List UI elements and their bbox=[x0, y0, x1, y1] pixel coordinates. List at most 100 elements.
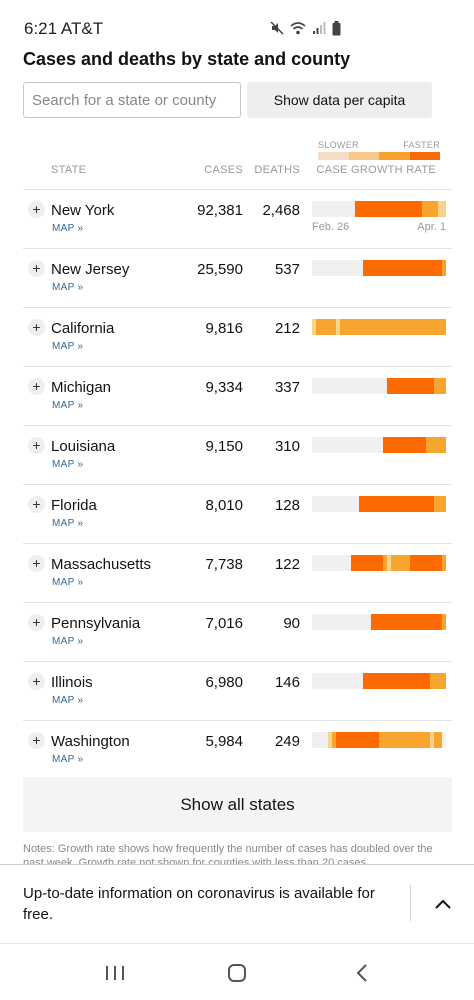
map-link[interactable]: MAP » bbox=[52, 754, 84, 765]
state-name[interactable]: New Jersey bbox=[51, 261, 130, 278]
growth-segment bbox=[441, 555, 446, 571]
growth-segment bbox=[438, 201, 442, 217]
expand-plus-icon[interactable]: + bbox=[28, 614, 45, 631]
table-row[interactable]: + New Jersey MAP » 25,590 537 bbox=[23, 249, 452, 308]
map-link[interactable]: MAP » bbox=[52, 282, 84, 293]
growth-segment bbox=[430, 496, 435, 512]
expand-plus-icon[interactable]: + bbox=[28, 260, 45, 277]
growth-segment bbox=[331, 319, 336, 335]
state-name[interactable]: Massachusetts bbox=[51, 556, 152, 573]
expand-plus-icon[interactable]: + bbox=[28, 437, 45, 454]
table-row[interactable]: + Michigan MAP » 9,334 337 bbox=[23, 367, 452, 426]
cases-value: 6,980 bbox=[205, 674, 243, 691]
state-name[interactable]: Florida bbox=[51, 497, 97, 514]
growth-segment bbox=[347, 260, 352, 276]
growth-segment bbox=[414, 260, 419, 276]
growth-segment bbox=[398, 319, 403, 335]
back-icon bbox=[356, 964, 367, 982]
table-row[interactable]: + Florida MAP » 8,010 128 bbox=[23, 485, 452, 544]
recent-apps-button[interactable] bbox=[95, 958, 135, 988]
map-link[interactable]: MAP » bbox=[52, 695, 84, 706]
growth-segment bbox=[410, 378, 415, 394]
map-link[interactable]: MAP » bbox=[52, 518, 84, 529]
table-row[interactable]: + Pennsylvania MAP » 7,016 90 bbox=[23, 603, 452, 662]
growth-segment bbox=[378, 319, 383, 335]
state-name[interactable]: Washington bbox=[51, 733, 130, 750]
expand-plus-icon[interactable]: + bbox=[28, 555, 45, 572]
growth-segment bbox=[319, 614, 324, 630]
expand-plus-icon[interactable]: + bbox=[28, 732, 45, 749]
growth-segment bbox=[402, 201, 407, 217]
axis-start-label: Feb. 26 bbox=[312, 221, 350, 233]
expand-plus-icon[interactable]: + bbox=[28, 378, 45, 395]
map-link[interactable]: MAP » bbox=[52, 459, 84, 470]
growth-segment bbox=[315, 555, 320, 571]
growth-segment bbox=[378, 496, 383, 512]
map-link[interactable]: MAP » bbox=[52, 341, 84, 352]
growth-segment bbox=[394, 673, 399, 689]
growth-segment bbox=[312, 496, 316, 512]
mute-icon bbox=[270, 21, 284, 35]
growth-segment bbox=[422, 555, 427, 571]
banner-toggle-button[interactable] bbox=[426, 889, 460, 919]
banner-text[interactable]: Up-to-date information on coronavirus is… bbox=[23, 885, 375, 923]
growth-segment bbox=[339, 614, 344, 630]
map-link[interactable]: MAP » bbox=[52, 636, 84, 647]
map-link[interactable]: MAP » bbox=[52, 223, 84, 234]
map-link[interactable]: MAP » bbox=[52, 400, 84, 411]
growth-segment bbox=[441, 201, 446, 217]
home-button[interactable] bbox=[217, 958, 257, 988]
table-row[interactable]: + Louisiana MAP » 9,150 310 bbox=[23, 426, 452, 485]
expand-plus-icon[interactable]: + bbox=[28, 673, 45, 690]
growth-segment bbox=[418, 260, 423, 276]
back-button[interactable] bbox=[342, 958, 382, 988]
growth-segment bbox=[438, 437, 442, 453]
growth-segment bbox=[327, 437, 332, 453]
table-row[interactable]: + New York MAP » 92,381 2,468 Feb. 26 Apr. 1 bbox=[23, 190, 452, 249]
growth-segment bbox=[312, 260, 316, 276]
state-name[interactable]: Pennsylvania bbox=[51, 615, 141, 632]
per-capita-button[interactable]: Show data per capita bbox=[247, 82, 432, 118]
growth-segment bbox=[343, 496, 348, 512]
state-name[interactable]: Illinois bbox=[51, 674, 93, 691]
growth-segment bbox=[323, 673, 328, 689]
table-row[interactable]: + Washington MAP » 5,984 249 bbox=[23, 721, 452, 780]
map-link[interactable]: MAP » bbox=[52, 577, 84, 588]
show-all-states-button[interactable]: Show all states bbox=[23, 777, 452, 832]
growth-segment bbox=[414, 319, 419, 335]
expand-plus-icon[interactable]: + bbox=[28, 496, 45, 513]
growth-segment bbox=[386, 673, 391, 689]
table-row[interactable]: + Illinois MAP » 6,980 146 bbox=[23, 662, 452, 721]
growth-segment bbox=[367, 614, 372, 630]
growth-segment bbox=[394, 614, 399, 630]
growth-segment bbox=[410, 201, 415, 217]
growth-segment bbox=[347, 378, 352, 394]
deaths-value: 2,468 bbox=[262, 202, 300, 219]
growth-segment bbox=[347, 201, 352, 217]
state-name[interactable]: Michigan bbox=[51, 379, 112, 396]
growth-segment bbox=[398, 496, 403, 512]
state-name[interactable]: Louisiana bbox=[51, 438, 116, 455]
expand-plus-icon[interactable]: + bbox=[28, 319, 45, 336]
growth-segment bbox=[386, 732, 391, 748]
growth-segment bbox=[331, 614, 336, 630]
cases-value: 9,816 bbox=[205, 320, 243, 337]
growth-segment bbox=[327, 496, 332, 512]
search-input[interactable] bbox=[23, 82, 241, 118]
growth-segment bbox=[406, 319, 411, 335]
column-header-growth-rate[interactable]: CASE GROWTH RATE bbox=[316, 164, 436, 176]
column-header-state[interactable]: STATE bbox=[51, 164, 87, 176]
expand-plus-icon[interactable]: + bbox=[28, 201, 45, 218]
growth-segment bbox=[339, 732, 344, 748]
table-row[interactable]: + Massachusetts MAP » 7,738 122 bbox=[23, 544, 452, 603]
column-header-deaths[interactable]: DEATHS bbox=[254, 164, 300, 176]
growth-segment bbox=[312, 673, 316, 689]
state-name[interactable]: New York bbox=[51, 202, 115, 219]
table-row[interactable]: + California MAP » 9,816 212 bbox=[23, 308, 452, 367]
status-time: 6:21 AT&T bbox=[24, 19, 103, 39]
state-name[interactable]: California bbox=[51, 320, 115, 337]
column-header-cases[interactable]: CASES bbox=[204, 164, 243, 176]
growth-segment bbox=[323, 496, 328, 512]
growth-segment bbox=[355, 732, 360, 748]
growth-segment bbox=[430, 732, 435, 748]
